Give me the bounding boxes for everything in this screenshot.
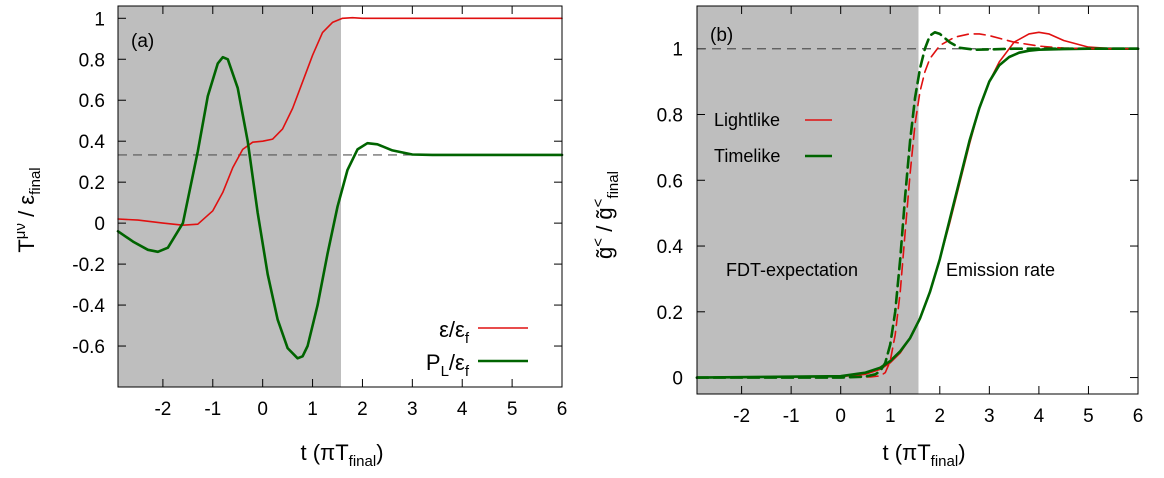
panel-b-label: (b) (710, 25, 733, 46)
x-tick-label: 3 (984, 406, 995, 427)
x-tick-label: 6 (1133, 406, 1144, 427)
x-tick-label: 6 (557, 399, 568, 420)
y-tick-label: 0.4 (657, 237, 684, 258)
series-line-b-2 (696, 33, 1139, 379)
panel-a-ticks: -2 -1 0 1 2 3 4 5 6 -0.6 -0.4 -0.2 0 0.2 0.4 0.6 0.8 1 (72, 6, 567, 420)
legend-label-epsilon: ε/εf (439, 317, 470, 347)
y-tick-label: 1 (94, 9, 105, 30)
series-line-b-1 (695, 47, 1140, 379)
x-tick-label: 0 (835, 406, 846, 427)
x-tick-label: 2 (357, 399, 368, 420)
x-tick-label: 4 (457, 399, 468, 420)
panel-b-legend: Lightlike Timelike (714, 110, 832, 166)
y-tick-label: 0.8 (79, 50, 105, 71)
series-line-b-3 (695, 30, 1140, 379)
x-tick-label: 1 (307, 399, 318, 420)
panel-a-legend: ε/εf PL/εf (426, 317, 528, 380)
panel-a-frame (117, 5, 563, 388)
x-tick-label: 5 (1083, 406, 1094, 427)
y-tick-label: 0.8 (657, 106, 683, 127)
legend-label-timelike: Timelike (714, 146, 780, 166)
x-tick-label: 4 (1034, 406, 1045, 427)
x-tick-label: -1 (204, 399, 221, 420)
y-tick-label: 1 (672, 40, 683, 61)
y-tick-label: 0.4 (79, 132, 106, 153)
y-tick-label: -0.2 (72, 255, 105, 276)
annotation-emission-rate: Emission rate (946, 260, 1055, 280)
panel-a-label: (a) (131, 31, 154, 52)
x-tick-label: -1 (783, 406, 800, 427)
panel-b-ticks: -2 -1 0 1 2 3 4 5 6 0 0.2 0.4 0.6 0.8 1 (657, 6, 1144, 427)
series-line-a-0 (117, 16, 563, 226)
panel-a-shaded-region (118, 6, 341, 387)
x-tick-label: 2 (935, 406, 946, 427)
y-tick-label: 0.6 (79, 91, 105, 112)
annotation-fdt-expectation: FDT-expectation (726, 260, 858, 280)
x-tick-label: 1 (885, 406, 896, 427)
panel-b-series (695, 30, 1140, 379)
panel-b: -2 -1 0 1 2 3 4 5 6 0 0.2 0.4 0.6 0.8 1 (b) t (πTfinal… (590, 5, 1144, 470)
panel-b-ylabel: g̃< / g̃<final (590, 171, 622, 259)
y-tick-label: -0.6 (72, 337, 105, 358)
y-tick-label: 0 (94, 214, 105, 235)
panel-a-xlabel: t (πTfinal) (300, 440, 383, 470)
panel-b-shaded-region (697, 6, 919, 394)
panel-b-frame (696, 5, 1139, 395)
y-tick-label: 0.6 (657, 171, 683, 192)
x-tick-label: 0 (257, 399, 268, 420)
panel-a: -2 -1 0 1 2 3 4 5 6 -0.6 -0.4 -0.2 0 0.2 0.4 0.6 0.8 1 (a… (12, 5, 567, 470)
panel-a-ylabel: Tμν / εfinal (12, 167, 44, 252)
legend-label-pl: PL/εf (426, 350, 470, 380)
series-line-a-1 (116, 55, 564, 360)
panel-b-xlabel: t (πTfinal) (882, 440, 965, 470)
x-tick-label: -2 (733, 406, 750, 427)
y-tick-label: 0.2 (657, 303, 683, 324)
x-tick-label: 5 (507, 399, 518, 420)
panel-a-series (116, 16, 564, 360)
y-tick-label: 0 (672, 369, 683, 390)
legend-label-lightlike: Lightlike (714, 110, 780, 130)
x-tick-label: -2 (154, 399, 171, 420)
y-tick-label: 0.2 (79, 173, 105, 194)
x-tick-label: 3 (407, 399, 418, 420)
y-tick-label: -0.4 (72, 296, 105, 317)
